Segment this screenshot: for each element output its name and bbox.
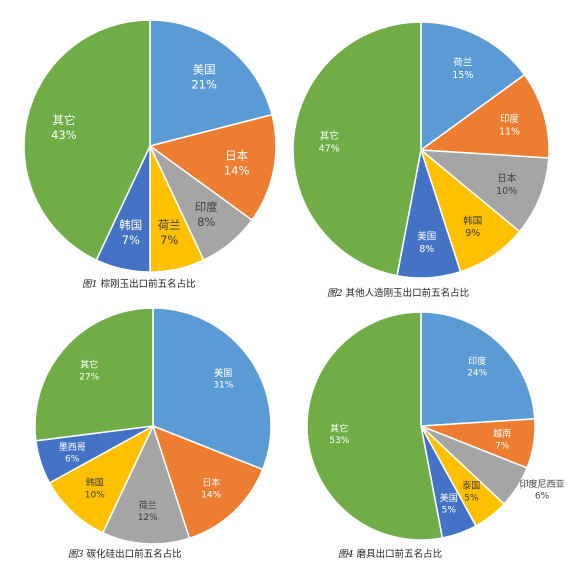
figure-number: 图2 bbox=[327, 288, 343, 299]
slice-percent-label: 31% bbox=[213, 381, 233, 391]
slice-label: 其它 bbox=[80, 359, 98, 371]
slice-label: 其它 bbox=[330, 423, 348, 435]
pie-slice bbox=[23, 19, 151, 262]
figure-title: 磨具出口前五名占比 bbox=[356, 549, 443, 560]
pie-slice bbox=[48, 424, 155, 534]
slice-percent-label: 7% bbox=[122, 233, 140, 247]
slice-label: 泰国 bbox=[462, 480, 480, 492]
pie-slice bbox=[148, 113, 277, 222]
slice-percent-label: 11% bbox=[499, 126, 520, 137]
slice-label: 墨西哥 bbox=[59, 442, 86, 453]
pie-slice bbox=[420, 21, 526, 152]
slice-percent-label: 8% bbox=[419, 244, 434, 255]
pie-slice bbox=[292, 21, 422, 277]
slice-label: 印度 bbox=[500, 113, 520, 125]
slice-label: 荷兰 bbox=[139, 500, 157, 512]
pie-slice bbox=[418, 73, 550, 159]
pie-slice bbox=[34, 307, 154, 442]
slice-percent-label: 14% bbox=[224, 164, 250, 178]
slice-percent-label: 24% bbox=[467, 369, 487, 379]
figure-caption-1: 图1 棕刚玉出口前五名占比 bbox=[82, 279, 196, 291]
slice-label: 韩国 bbox=[463, 215, 482, 227]
slice-percent-label: 9% bbox=[465, 228, 480, 239]
slice-percent-label: 6% bbox=[65, 455, 80, 465]
figure-title: 其他人造刚玉出口前五名占比 bbox=[345, 288, 470, 299]
slice-label: 印度 bbox=[195, 200, 218, 214]
pie-slice bbox=[418, 149, 550, 233]
figure-number: 图4 bbox=[338, 549, 354, 560]
figure-title: 棕刚玉出口前五名占比 bbox=[100, 279, 196, 290]
slice-label: 其它 bbox=[52, 113, 75, 127]
slice-label: 越南 bbox=[493, 428, 511, 440]
slice-label: 美国 bbox=[440, 492, 458, 504]
slice-label: 韩国 bbox=[86, 477, 104, 489]
pie-slice bbox=[152, 307, 272, 471]
slice-percent-label: 53% bbox=[329, 436, 349, 446]
slice-percent-label: 5% bbox=[442, 506, 457, 516]
slice-label: 荷兰 bbox=[158, 218, 181, 232]
slice-label: 其它 bbox=[320, 130, 339, 142]
slice-percent-label: 27% bbox=[79, 372, 99, 382]
slice-label: 日本 bbox=[497, 173, 517, 185]
slice-percent-label: 43% bbox=[51, 128, 77, 142]
pie-slice bbox=[149, 19, 273, 147]
slice-label: 日本 bbox=[202, 477, 220, 489]
slice-percent-label: 5% bbox=[464, 493, 479, 503]
slice-label: 美国 bbox=[214, 367, 232, 379]
slice-percent-label: 47% bbox=[319, 143, 340, 154]
slice-percent-label: 6% bbox=[535, 491, 550, 501]
slice-label: 荷兰 bbox=[453, 57, 472, 69]
figure-caption-2: 图2 其他人造刚玉出口前五名占比 bbox=[327, 288, 469, 300]
pie-slice bbox=[101, 423, 191, 545]
slice-label: 美国 bbox=[193, 62, 216, 76]
slice-percent-label: 21% bbox=[191, 77, 217, 91]
slice-label: 韩国 bbox=[119, 218, 142, 232]
slice-percent-label: 7% bbox=[160, 233, 178, 247]
slice-label: 日本 bbox=[225, 149, 248, 163]
slice-label: 印度尼西亚 bbox=[519, 478, 564, 490]
slice-percent-label: 8% bbox=[197, 215, 215, 229]
slice-percent-label: 10% bbox=[496, 186, 517, 197]
figure-number: 图1 bbox=[82, 279, 98, 290]
figure-title: 碳化硅出口前五名占比 bbox=[86, 549, 182, 560]
slice-percent-label: 12% bbox=[138, 513, 158, 523]
slice-label: 美国 bbox=[417, 231, 436, 243]
slice-percent-label: 7% bbox=[495, 441, 510, 451]
slice-label: 印度 bbox=[468, 355, 486, 367]
figure-caption-4: 图4 磨具出口前五名占比 bbox=[338, 549, 442, 561]
pie-slice bbox=[306, 311, 444, 541]
slice-percent-label: 15% bbox=[452, 70, 473, 81]
figure-number: 图3 bbox=[68, 549, 84, 560]
figure-caption-3: 图3 碳化硅出口前五名占比 bbox=[68, 549, 182, 561]
slice-percent-label: 14% bbox=[201, 490, 221, 500]
pie-slice bbox=[420, 311, 536, 427]
slice-percent-label: 10% bbox=[85, 490, 105, 500]
label-leader-line bbox=[519, 481, 533, 490]
